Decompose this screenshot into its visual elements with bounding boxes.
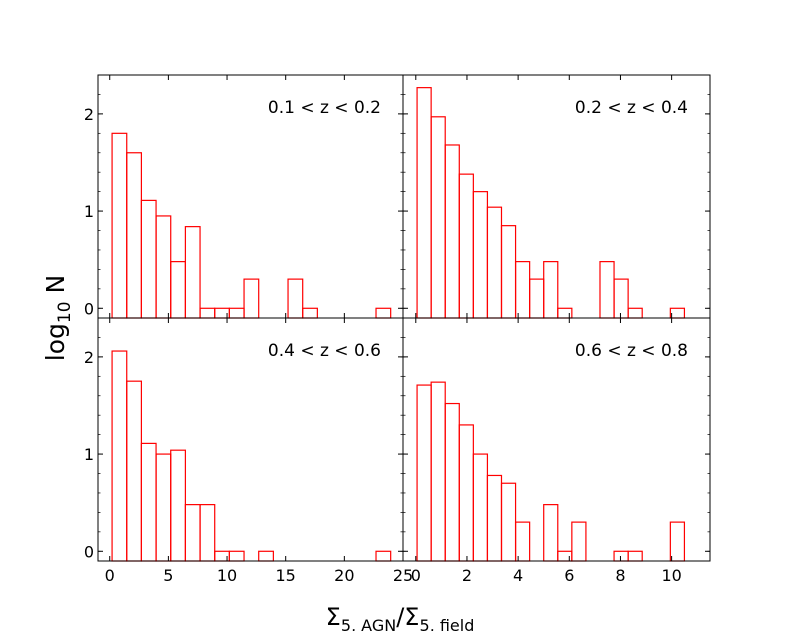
panel-top-left: 0 1 2 0.1 < z < 0.2 (84, 74, 404, 319)
histogram-bar (458, 424, 474, 562)
histogram-bar (669, 521, 686, 562)
histogram-bar (184, 226, 201, 319)
histogram-bar (543, 504, 559, 562)
x-tick-label: 0 (411, 566, 421, 585)
histogram-bar (111, 350, 128, 562)
histogram-bar (416, 384, 432, 562)
histogram-bar (375, 550, 392, 562)
histogram-bar (444, 402, 460, 562)
histogram-bar (170, 449, 186, 562)
histogram-bar (126, 152, 142, 319)
y-axis-label: log10 N (41, 275, 75, 361)
histogram-bar (571, 521, 587, 562)
y-tick-label: 0 (84, 299, 94, 318)
panel-top-right: 0.2 < z < 0.4 (402, 74, 711, 319)
x-axis-label: Σ5, AGN/Σ5, field (326, 603, 475, 631)
histogram-bar (155, 453, 172, 562)
histogram-bar (543, 261, 559, 319)
histogram-bar (514, 521, 531, 562)
panel-bottom-right: 0 2 4 6 8 10 0.6 < z < 0.8 (402, 317, 711, 585)
histogram-bar (529, 278, 545, 319)
panel-title: 0.1 < z < 0.2 (268, 98, 381, 118)
panel-frame (402, 317, 711, 562)
histogram-bar (228, 550, 245, 562)
histogram-bar (258, 550, 274, 562)
histogram-bar (170, 261, 186, 319)
histogram-bar (375, 307, 392, 319)
panel-title: 0.4 < z < 0.6 (268, 341, 381, 361)
x-tick-label: 2 (462, 566, 472, 585)
histogram-bar (627, 550, 643, 562)
histogram-bar (458, 173, 474, 319)
histogram-bar (199, 307, 216, 319)
y-tick-label: 2 (84, 105, 94, 124)
histogram-bar (613, 278, 629, 319)
y-tick-label: 2 (84, 348, 94, 367)
histogram-bar (111, 132, 128, 319)
histogram-bar (140, 442, 157, 562)
x-tick-label: 6 (564, 566, 574, 585)
y-tick-label: 1 (84, 202, 94, 221)
histogram-bar (126, 380, 142, 562)
histogram-bar (500, 482, 517, 562)
histogram-bar (416, 87, 432, 319)
histogram-bar (486, 474, 503, 562)
histogram-bar (287, 278, 304, 319)
x-tick-label: 10 (661, 566, 681, 585)
histogram-bar (599, 261, 615, 319)
histogram-bar (140, 199, 157, 319)
histogram-bar (199, 504, 216, 562)
histogram-bar (155, 215, 172, 319)
histogram-bar (184, 504, 201, 562)
histogram-bar (500, 225, 517, 319)
histogram-bar (228, 307, 245, 319)
y-tick-label: 1 (84, 445, 94, 464)
histogram-bar (472, 191, 489, 319)
histogram-bar (243, 278, 260, 319)
histogram-bar (613, 550, 629, 562)
x-tick-label: 0 (105, 566, 115, 585)
x-tick-label: 10 (217, 566, 237, 585)
panel-title: 0.6 < z < 0.8 (575, 341, 688, 361)
panel-title: 0.2 < z < 0.4 (575, 98, 688, 118)
histogram-bar (444, 144, 460, 319)
x-tick-label: 15 (276, 566, 296, 585)
x-tick-label: 20 (334, 566, 354, 585)
histogram-bar (430, 116, 446, 319)
y-tick-label: 0 (84, 542, 94, 561)
histogram-bar (486, 206, 503, 319)
histogram-bar (514, 261, 531, 319)
x-tick-label: 4 (513, 566, 523, 585)
histogram-bar (472, 453, 489, 562)
panel-bottom-left: 0 5 10 15 20 25 0 1 2 0.4 < z < 0.6 (84, 317, 413, 585)
histogram-bar (302, 307, 318, 319)
histogram-bar (627, 307, 643, 319)
histogram-bar (430, 381, 446, 562)
x-tick-label: 25 (393, 566, 413, 585)
x-tick-label: 8 (615, 566, 625, 585)
x-tick-label: 5 (163, 566, 173, 585)
histogram-bar (669, 307, 686, 319)
